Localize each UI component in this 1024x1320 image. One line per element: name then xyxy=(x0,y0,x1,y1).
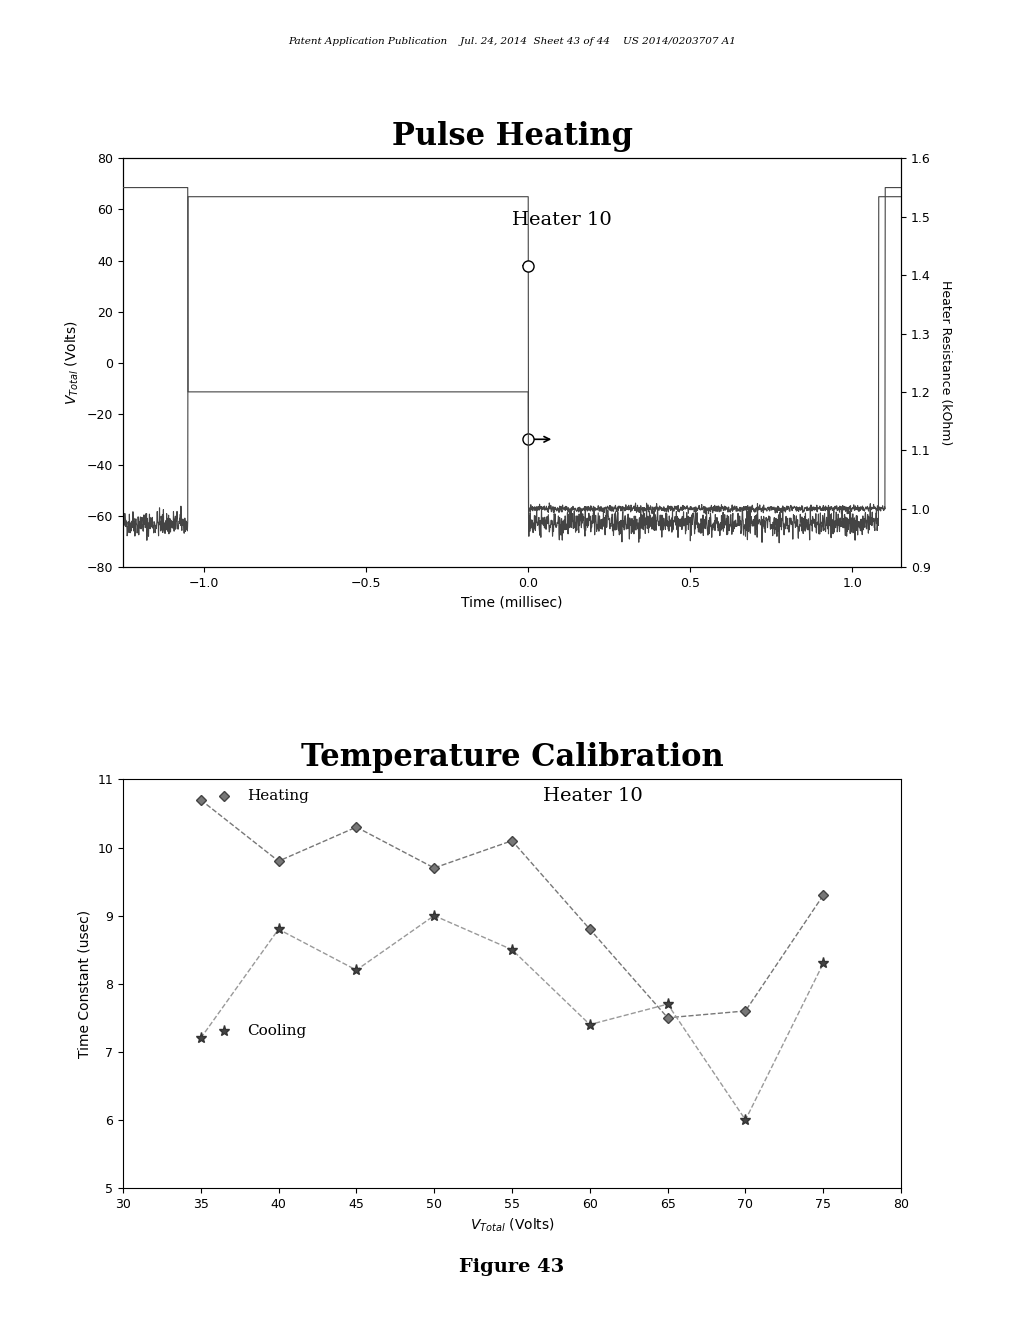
Text: Patent Application Publication    Jul. 24, 2014  Sheet 43 of 44    US 2014/02037: Patent Application Publication Jul. 24, … xyxy=(288,37,736,46)
Text: Heating: Heating xyxy=(248,789,309,804)
Y-axis label: Heater Resistance (kOhm): Heater Resistance (kOhm) xyxy=(939,280,951,445)
Text: Figure 43: Figure 43 xyxy=(460,1258,564,1276)
Y-axis label: $V_{Total}$ (Volts): $V_{Total}$ (Volts) xyxy=(63,321,81,405)
X-axis label: $V_{Total}$ (Volts): $V_{Total}$ (Volts) xyxy=(470,1216,554,1234)
Title: Pulse Heating: Pulse Heating xyxy=(391,120,633,152)
Y-axis label: Time Constant (usec): Time Constant (usec) xyxy=(78,909,92,1057)
Text: Heater 10: Heater 10 xyxy=(512,211,611,228)
X-axis label: Time (millisec): Time (millisec) xyxy=(461,595,563,610)
Text: Heater 10: Heater 10 xyxy=(543,788,643,805)
Title: Temperature Calibration: Temperature Calibration xyxy=(301,742,723,772)
Text: Cooling: Cooling xyxy=(248,1024,306,1039)
